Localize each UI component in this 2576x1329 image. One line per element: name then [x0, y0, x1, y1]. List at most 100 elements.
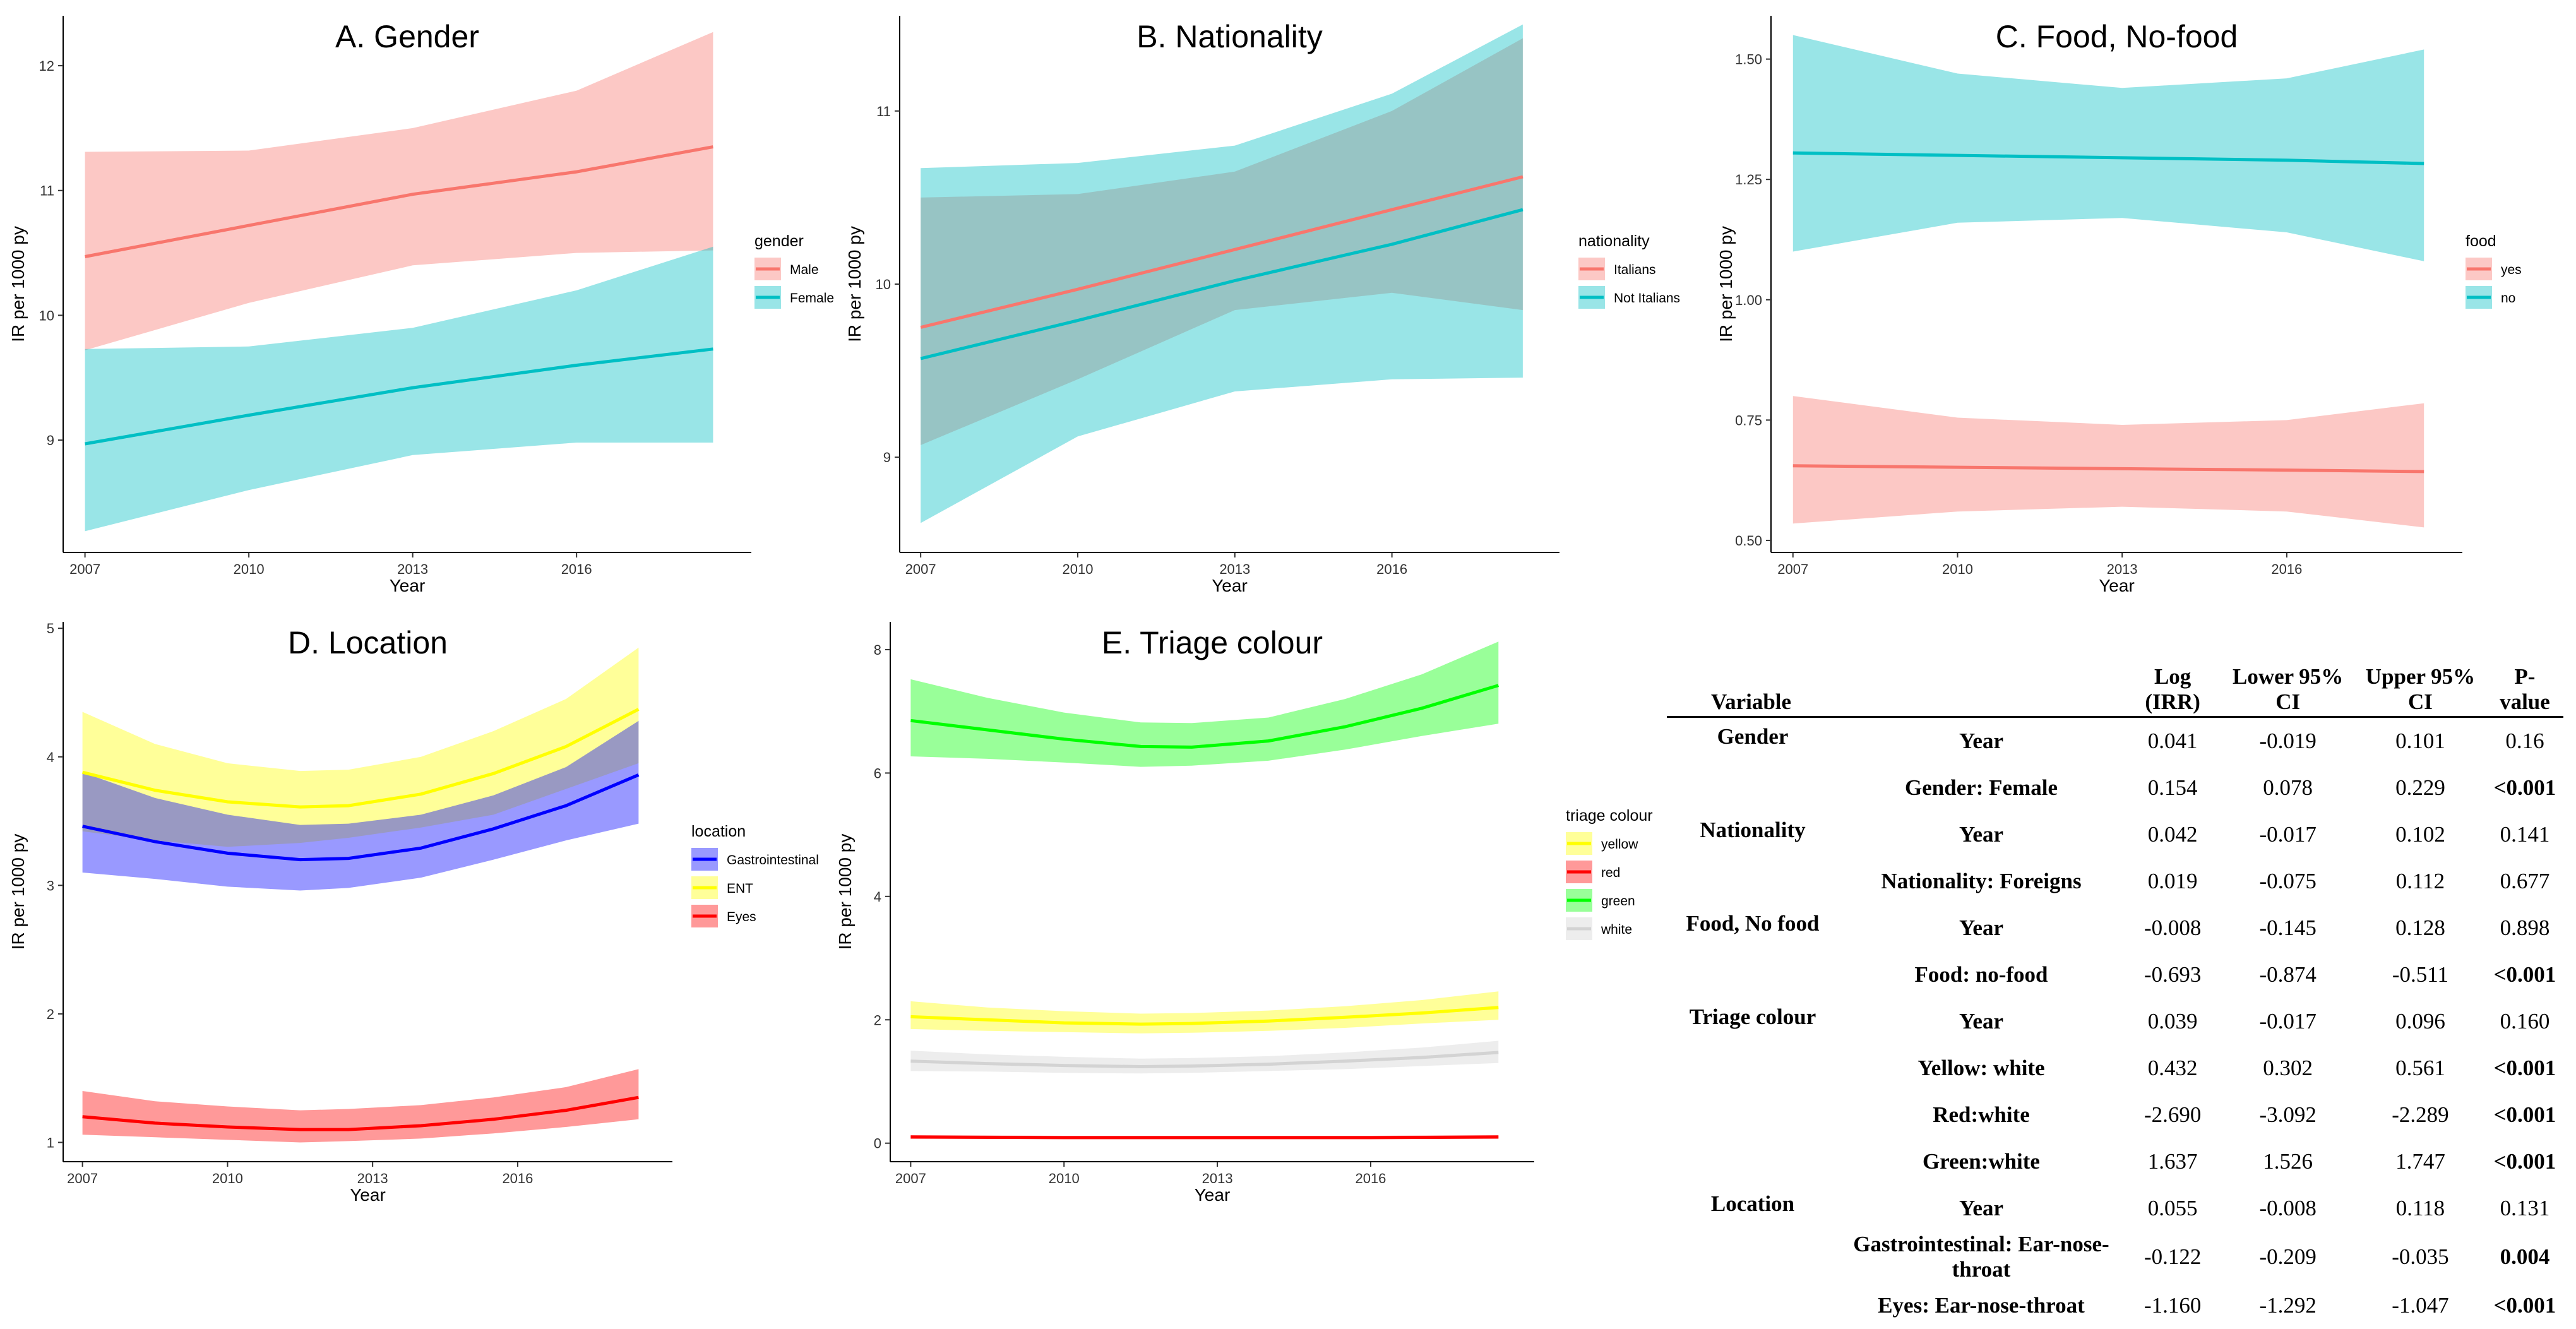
- chart-title: A. Gender: [335, 19, 479, 54]
- row-log-irr: -0.122: [2124, 1232, 2221, 1282]
- legend-label: Gastrointestinal: [727, 853, 819, 867]
- row-p-value: 0.004: [2486, 1232, 2563, 1282]
- row-variable: [1667, 951, 1839, 998]
- row-log-irr: 0.039: [2124, 998, 2221, 1045]
- row-lower-ci: -0.075: [2221, 858, 2354, 905]
- x-tick-label: 2016: [502, 1171, 533, 1186]
- row-log-irr: -2.690: [2124, 1092, 2221, 1138]
- x-tick-label: 2013: [1219, 561, 1250, 577]
- y-tick-label: 4: [47, 749, 54, 765]
- header-log-irr: Log (IRR): [2124, 663, 2221, 717]
- table-row: Gender: Female 0.154 0.078 0.229 <0.001: [1667, 765, 2563, 811]
- row-lower-ci: -0.017: [2221, 811, 2354, 858]
- row-upper-ci: 1.747: [2354, 1138, 2486, 1185]
- x-tick-label: 2010: [234, 561, 265, 577]
- ci-band-yes: [1793, 396, 2424, 527]
- row-lower-ci: -0.017: [2221, 998, 2354, 1045]
- row-variable: Location: [1667, 1185, 1839, 1232]
- y-tick-label: 4: [874, 889, 881, 905]
- row-upper-ci: 0.112: [2354, 858, 2486, 905]
- row-upper-ci: -1.047: [2354, 1282, 2486, 1329]
- y-tick-label: 1.00: [1735, 292, 1762, 308]
- row-term: Year: [1839, 905, 2124, 951]
- row-variable: [1667, 1092, 1839, 1138]
- row-log-irr: 1.637: [2124, 1138, 2221, 1185]
- row-p-value: <0.001: [2486, 951, 2563, 998]
- row-upper-ci: 0.229: [2354, 765, 2486, 811]
- row-log-irr: -1.160: [2124, 1282, 2221, 1329]
- chart-title: B. Nationality: [1136, 19, 1323, 54]
- legend-label: Male: [790, 263, 819, 277]
- legend-title: location: [691, 823, 746, 840]
- row-p-value: <0.001: [2486, 1045, 2563, 1092]
- row-term: Red:white: [1839, 1092, 2124, 1138]
- row-lower-ci: -0.145: [2221, 905, 2354, 951]
- y-tick-label: 9: [47, 432, 54, 448]
- row-log-irr: 0.042: [2124, 811, 2221, 858]
- row-upper-ci: -0.035: [2354, 1232, 2486, 1282]
- x-tick-label: 2013: [1202, 1171, 1233, 1186]
- y-tick-label: 1.25: [1735, 172, 1762, 188]
- legend-label: yellow: [1601, 837, 1638, 852]
- header-upper-ci: Upper 95% CI: [2354, 663, 2486, 717]
- ci-band-no: [1793, 35, 2424, 261]
- row-upper-ci: -2.289: [2354, 1092, 2486, 1138]
- x-tick-label: 2013: [2107, 561, 2138, 577]
- header-term: [1839, 663, 2124, 717]
- table-row: Gender Year 0.041 -0.019 0.101 0.16: [1667, 717, 2563, 765]
- x-tick-label: 2013: [357, 1171, 388, 1186]
- y-tick-label: 0.50: [1735, 533, 1762, 549]
- y-tick-label: 3: [47, 878, 54, 893]
- row-term: Year: [1839, 717, 2124, 765]
- row-term: Green:white: [1839, 1138, 2124, 1185]
- y-axis-label: IR per 1000 py: [8, 834, 28, 950]
- row-variable: [1667, 1282, 1839, 1329]
- row-p-value: 0.141: [2486, 811, 2563, 858]
- table-header: Variable Log (IRR) Lower 95% CI Upper 95…: [1667, 663, 2563, 717]
- x-tick-label: 2016: [2271, 561, 2302, 577]
- table-row: Green:white 1.637 1.526 1.747 <0.001: [1667, 1138, 2563, 1185]
- legend-label: Not Italians: [1614, 291, 1680, 306]
- row-term: Gender: Female: [1839, 765, 2124, 811]
- row-lower-ci: 0.302: [2221, 1045, 2354, 1092]
- row-term: Food: no-food: [1839, 951, 2124, 998]
- row-upper-ci: 0.561: [2354, 1045, 2486, 1092]
- y-axis-label: IR per 1000 py: [8, 226, 28, 342]
- row-upper-ci: 0.102: [2354, 811, 2486, 858]
- y-tick-label: 2: [874, 1012, 881, 1028]
- row-term: Yellow: white: [1839, 1045, 2124, 1092]
- table-row: Food: no-food -0.693 -0.874 -0.511 <0.00…: [1667, 951, 2563, 998]
- legend-label: no: [2501, 291, 2515, 306]
- row-lower-ci: -1.292: [2221, 1282, 2354, 1329]
- header-lower-ci: Lower 95% CI: [2221, 663, 2354, 717]
- table-row: Gastrointestinal: Ear-nose-throat -0.122…: [1667, 1232, 2563, 1282]
- legend-label: yes: [2501, 263, 2522, 277]
- row-p-value: <0.001: [2486, 1282, 2563, 1329]
- ci-band-green: [910, 641, 1498, 766]
- row-lower-ci: -0.874: [2221, 951, 2354, 998]
- y-tick-label: 11: [876, 104, 891, 119]
- legend-title: triage colour: [1566, 807, 1653, 825]
- row-log-irr: 0.019: [2124, 858, 2221, 905]
- row-term: Year: [1839, 1185, 2124, 1232]
- y-tick-label: 1.50: [1735, 52, 1762, 68]
- table-row: Nationality Year 0.042 -0.017 0.102 0.14…: [1667, 811, 2563, 858]
- x-tick-label: 2010: [1063, 561, 1094, 577]
- row-upper-ci: -0.511: [2354, 951, 2486, 998]
- legend-label: green: [1601, 894, 1635, 909]
- y-tick-label: 2: [47, 1006, 54, 1022]
- y-axis-label: IR per 1000 py: [845, 226, 864, 342]
- row-variable: Nationality: [1667, 811, 1839, 858]
- row-term: Eyes: Ear-nose-throat: [1839, 1282, 2124, 1329]
- row-upper-ci: 0.118: [2354, 1185, 2486, 1232]
- y-tick-label: 12: [39, 58, 54, 74]
- ci-band-not-italians: [921, 25, 1523, 523]
- legend-label: Female: [790, 291, 834, 306]
- row-p-value: 0.131: [2486, 1185, 2563, 1232]
- x-axis-label: Year: [350, 1185, 386, 1205]
